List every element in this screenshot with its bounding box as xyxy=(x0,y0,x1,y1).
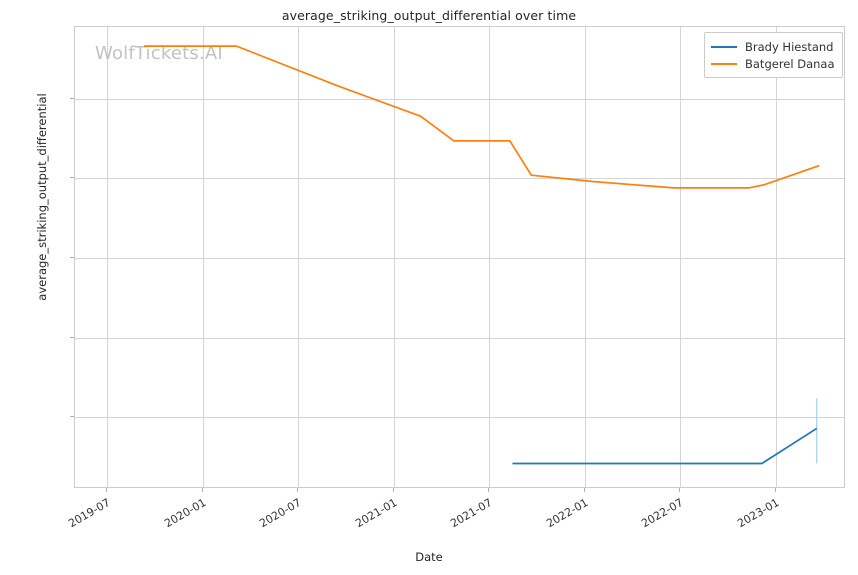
x-tick-mark xyxy=(393,488,395,492)
y-tick-mark xyxy=(70,97,74,99)
x-tick-label: 2020-01 xyxy=(162,496,209,531)
legend-item[interactable]: Brady Hiestand xyxy=(711,38,835,55)
gridline-horizontal xyxy=(75,417,844,419)
x-axis-label: Date xyxy=(415,550,443,564)
x-tick-label: 2021-07 xyxy=(448,496,495,531)
x-tick-mark xyxy=(584,488,586,492)
gridline-vertical xyxy=(679,27,681,487)
gridline-horizontal xyxy=(75,337,844,339)
y-tick-mark xyxy=(70,177,74,179)
legend-item[interactable]: Batgerel Danaa xyxy=(711,55,835,72)
gridline-vertical xyxy=(394,27,396,487)
gridline-horizontal xyxy=(75,178,844,180)
x-tick-mark xyxy=(774,488,776,492)
gridline-vertical xyxy=(203,27,205,487)
y-tick-mark xyxy=(70,416,74,418)
x-tick-label: 2023-01 xyxy=(735,496,782,531)
chart-title: average_striking_output_differential ove… xyxy=(281,8,577,23)
chart-legend: Brady Hiestand Batgerel Danaa xyxy=(704,32,843,78)
x-tick-label: 2022-01 xyxy=(544,496,591,531)
series-lines xyxy=(144,45,820,465)
series-line xyxy=(144,45,820,189)
x-tick-label: 2022-07 xyxy=(638,496,686,531)
legend-label: Brady Hiestand xyxy=(745,39,834,54)
x-tick-mark xyxy=(202,488,204,492)
y-tick-mark xyxy=(70,336,74,338)
y-tick-mark xyxy=(70,257,74,258)
x-tick-label: 2021-01 xyxy=(353,496,400,531)
gridline-vertical xyxy=(488,27,490,487)
y-axis-label: average_striking_output_differential xyxy=(35,93,49,301)
x-tick-label: 2020-07 xyxy=(257,496,304,531)
plot-area: WolfTickets.AI xyxy=(74,26,845,488)
legend-color-swatch xyxy=(711,45,737,48)
gridline-horizontal xyxy=(75,98,844,100)
gridline-vertical xyxy=(775,27,777,487)
x-tick-label: 2019-07 xyxy=(66,496,113,531)
series-line xyxy=(512,427,818,465)
gridline-vertical xyxy=(106,27,108,487)
x-tick-mark xyxy=(105,488,107,492)
x-tick-mark xyxy=(678,488,680,492)
legend-label: Batgerel Danaa xyxy=(745,56,835,71)
legend-color-swatch xyxy=(711,62,737,65)
x-tick-mark xyxy=(487,488,489,492)
gridline-horizontal xyxy=(75,258,844,259)
gridline-vertical xyxy=(298,27,300,487)
x-tick-mark xyxy=(297,488,299,492)
gridline-vertical xyxy=(585,27,587,487)
